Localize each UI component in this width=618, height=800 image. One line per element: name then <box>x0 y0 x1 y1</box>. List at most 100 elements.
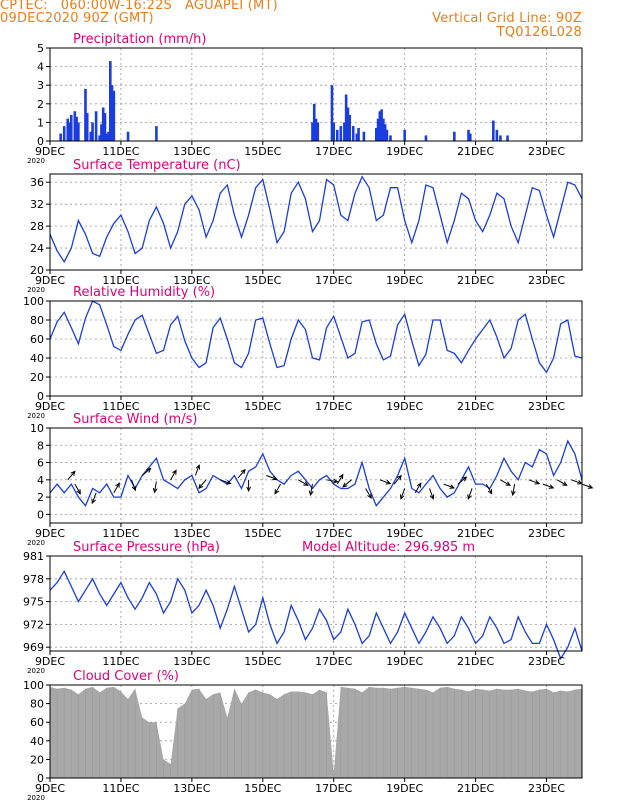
wind-arrowhead <box>562 481 568 486</box>
wind-arrowhead <box>534 480 541 485</box>
y-tick-label: 975 <box>23 596 44 609</box>
x-tick-label: 13DEC <box>173 527 210 540</box>
y-tick-label: 0 <box>37 772 44 785</box>
x-year-label: 2020 <box>27 286 45 294</box>
precip-bar <box>108 61 112 141</box>
wind-arrow <box>170 470 177 481</box>
precip-bar <box>380 109 383 141</box>
wind-arrow <box>542 483 554 489</box>
x-tick-label: 9DEC <box>35 655 65 668</box>
header-date: 09DEC2020 90Z (GMT) <box>0 11 154 26</box>
y-tick-label: 100 <box>23 295 44 308</box>
precip-bar <box>374 127 378 141</box>
precip-bar <box>91 122 94 141</box>
wind-arrow <box>457 476 467 485</box>
wind-arrowhead <box>429 494 435 500</box>
x-tick-label: 13DEC <box>173 400 210 413</box>
y-tick-label: 0 <box>37 390 44 403</box>
x-tick-label: 15DEC <box>244 527 281 540</box>
precip-bar <box>385 129 389 141</box>
panel-1 <box>46 47 583 145</box>
precip-bar <box>112 90 116 141</box>
wind-arrow <box>274 483 281 494</box>
x-tick-label: 19DEC <box>386 655 423 668</box>
panel-title: Cloud Cover (%) <box>73 669 179 684</box>
precip-bar <box>346 107 350 141</box>
wind-arrowhead <box>70 470 76 476</box>
panel-frame <box>49 47 583 142</box>
wind-arrow <box>467 488 473 499</box>
panel-title: Relative Humidity (%) <box>73 285 215 300</box>
y-tick-label: 20 <box>30 264 44 277</box>
panel-title: Surface Temperature (nC) <box>73 158 241 173</box>
wind-arrowhead <box>274 489 280 495</box>
precip-bar <box>506 135 509 141</box>
precip-bar <box>126 131 130 141</box>
wind-arrow <box>298 479 309 486</box>
wind-arrowhead <box>91 498 96 505</box>
precip-bar <box>84 88 87 141</box>
y-tick-label: 0 <box>37 135 44 148</box>
wind-arrow <box>91 492 97 504</box>
y-tick-label: 969 <box>23 641 44 654</box>
precip-bar <box>343 122 346 141</box>
x-tick-label: 15DEC <box>244 145 281 158</box>
wind-arrowhead <box>272 475 278 481</box>
x-tick-label: 11DEC <box>102 655 139 668</box>
wind-arrowhead <box>487 489 493 495</box>
precip-bar <box>376 118 380 141</box>
precip-bar <box>403 129 406 141</box>
x-tick-label: 23DEC <box>528 527 565 540</box>
wind-arrow <box>443 483 455 489</box>
precip-bar <box>378 111 382 141</box>
x-tick-label: 19DEC <box>386 400 423 413</box>
x-tick-label: 13DEC <box>173 782 210 795</box>
wind-arrowhead <box>505 481 512 486</box>
wind-arrowhead <box>131 485 137 492</box>
wind-arrow <box>556 479 567 486</box>
precip-bar <box>357 127 360 141</box>
precip-bar <box>389 135 392 141</box>
wind-arrow <box>310 484 313 496</box>
y-tick-label: 6 <box>37 457 44 470</box>
precip-bar <box>453 131 456 141</box>
y-tick-label: 80 <box>30 698 44 711</box>
wind-arrowhead <box>146 467 152 473</box>
x-year-label: 2020 <box>27 667 45 675</box>
wind-arrow <box>342 479 352 488</box>
x-tick-label: 17DEC <box>315 400 352 413</box>
y-tick-label: 32 <box>30 198 44 211</box>
precip-bar <box>344 94 348 141</box>
x-year-label: 2020 <box>27 157 45 165</box>
y-tick-label: 1 <box>37 116 44 129</box>
y-tick-label: 20 <box>30 371 44 384</box>
wind-arrowhead <box>461 476 468 482</box>
panel-6 <box>46 684 583 782</box>
wind-arrow <box>198 479 207 489</box>
x-tick-label: 21DEC <box>457 274 494 287</box>
wind-arrowhead <box>308 490 314 497</box>
x-tick-label: 15DEC <box>244 400 281 413</box>
y-tick-label: 978 <box>23 573 44 586</box>
panel-3 <box>46 300 583 400</box>
wind-arrowhead <box>152 487 158 494</box>
wind-arrowhead <box>303 481 309 486</box>
y-tick-label: 40 <box>30 352 44 365</box>
y-tick-label: 40 <box>30 735 44 748</box>
wind-arrowhead <box>172 469 177 475</box>
wind-arrow <box>528 479 540 485</box>
wind-arrow <box>414 482 422 494</box>
wind-arrow <box>379 479 391 485</box>
precip-bar <box>424 135 428 141</box>
precip-bar <box>311 122 314 141</box>
x-year-label: 2020 <box>27 412 45 420</box>
wind-arrow <box>237 469 246 479</box>
precip-bar <box>103 113 107 141</box>
precip-bar <box>110 85 114 141</box>
precip-bar <box>107 131 110 141</box>
x-tick-label: 13DEC <box>173 145 210 158</box>
y-tick-label: 2 <box>37 98 44 111</box>
wind-arrow <box>512 484 516 496</box>
x-tick-label: 9DEC <box>35 400 65 413</box>
